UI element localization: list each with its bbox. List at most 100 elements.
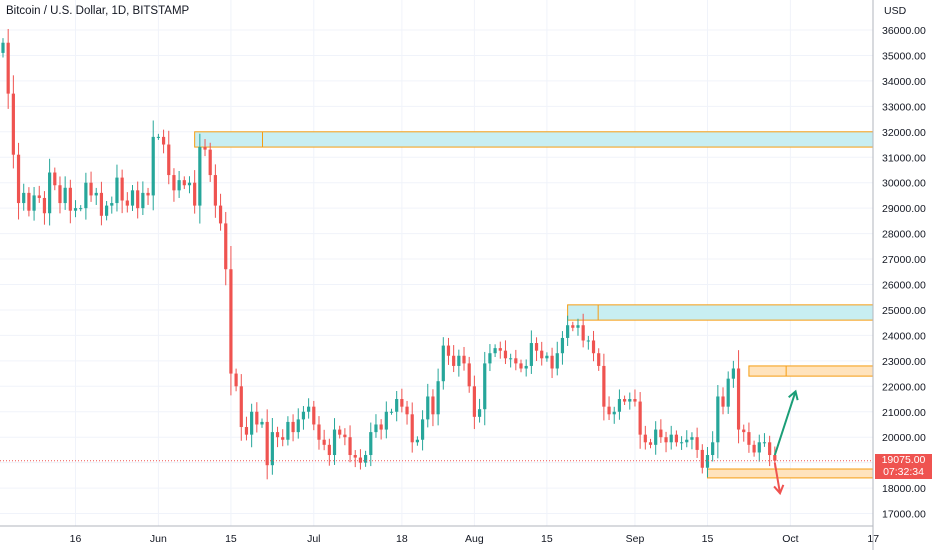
candle: [182, 176, 186, 190]
candle-body: [187, 182, 192, 186]
candle-body: [726, 378, 730, 407]
candle-body: [63, 187, 67, 204]
candle: [260, 418, 264, 428]
candle: [576, 318, 580, 336]
candle: [757, 434, 761, 462]
candle-body: [198, 147, 202, 206]
candle: [503, 340, 508, 365]
candle: [659, 419, 663, 443]
date-tick-label: 15: [541, 533, 553, 545]
candle: [607, 396, 611, 421]
candle-body: [462, 355, 466, 364]
candle: [617, 389, 622, 420]
candle: [213, 164, 217, 218]
price-tick-label: 33000.00: [882, 101, 926, 113]
candle: [348, 425, 352, 463]
candle-body: [358, 457, 363, 463]
candle-body: [213, 175, 217, 206]
time-axis[interactable]: 16 Jun 15 Jul 18 Aug 15 Sep 15 Oct 17: [70, 533, 880, 545]
candlesticks: [1, 28, 777, 480]
price-tick-label: 21000.00: [882, 407, 926, 419]
candle: [602, 353, 606, 421]
grid: [0, 0, 874, 526]
candle-body: [224, 223, 228, 270]
candle: [731, 360, 735, 388]
candle: [322, 429, 326, 451]
candle-body: [193, 182, 197, 206]
candle-body: [472, 386, 476, 417]
candle-body: [270, 432, 274, 466]
candle: [752, 440, 756, 457]
candle-body: [731, 368, 735, 379]
date-tick-label: 17: [867, 533, 879, 545]
candle: [716, 385, 720, 459]
candle: [498, 341, 502, 359]
candle: [768, 435, 772, 467]
candle: [141, 181, 145, 216]
price-tick-label: 31000.00: [882, 152, 926, 164]
candle-body: [395, 399, 399, 412]
date-tick-label: 16: [70, 533, 82, 545]
arrow-head: [788, 389, 799, 401]
last-price-label: 19075.00: [875, 453, 932, 467]
price-tick-label: 34000.00: [882, 76, 926, 88]
candle-body: [736, 368, 741, 430]
candle: [420, 410, 425, 451]
candle: [415, 436, 419, 446]
candle: [462, 346, 466, 371]
price-tick-label: 25000.00: [882, 305, 926, 317]
candle-body: [457, 355, 461, 366]
date-tick-label: Oct: [782, 533, 798, 545]
candle: [550, 347, 554, 379]
candle-body: [281, 437, 285, 440]
candle-body: [239, 386, 243, 428]
candle-body: [586, 340, 590, 342]
candle-body: [768, 442, 772, 456]
candle-body: [529, 343, 533, 366]
symbol-title[interactable]: Bitcoin / U.S. Dollar, 1D, BITSTAMP: [6, 5, 190, 17]
candle: [208, 142, 212, 182]
date-tick-label: Jul: [307, 533, 320, 545]
candle-body: [73, 208, 78, 211]
candle-body: [1, 42, 5, 53]
price-tick-label: 29000.00: [882, 203, 926, 215]
candle-body: [602, 365, 606, 407]
candle: [674, 430, 678, 447]
price-tick-label: 30000.00: [882, 178, 926, 190]
candle-body: [348, 437, 352, 456]
candle-body: [99, 192, 104, 216]
candle: [633, 389, 637, 407]
candle-body: [524, 365, 528, 369]
candle-body: [674, 434, 678, 443]
candle-body: [68, 187, 72, 211]
candle: [457, 349, 461, 377]
candle-body: [711, 442, 715, 456]
candle: [581, 313, 585, 348]
candle: [229, 245, 233, 396]
date-tick-label: Jun: [150, 533, 167, 545]
candle: [22, 183, 26, 211]
resistance-zone: [567, 304, 874, 321]
candle-body: [16, 154, 21, 204]
candle: [395, 391, 399, 422]
price-tick-label: 26000.00: [882, 280, 926, 292]
candle: [555, 341, 559, 376]
candle-body: [493, 348, 497, 354]
candle-body: [11, 93, 15, 155]
candle-body: [218, 205, 223, 224]
candle-body: [576, 325, 580, 328]
candle: [146, 187, 150, 205]
candle: [638, 392, 642, 449]
candle: [643, 425, 647, 450]
candle-body: [389, 411, 394, 413]
candle: [384, 401, 388, 439]
price-zones: [194, 131, 874, 479]
price-tick-label: 23000.00: [882, 356, 926, 368]
candle: [198, 133, 202, 224]
candle-body: [301, 411, 306, 420]
price-tick-label: 28000.00: [882, 229, 926, 241]
candle: [281, 429, 285, 447]
candle-body: [94, 192, 98, 196]
